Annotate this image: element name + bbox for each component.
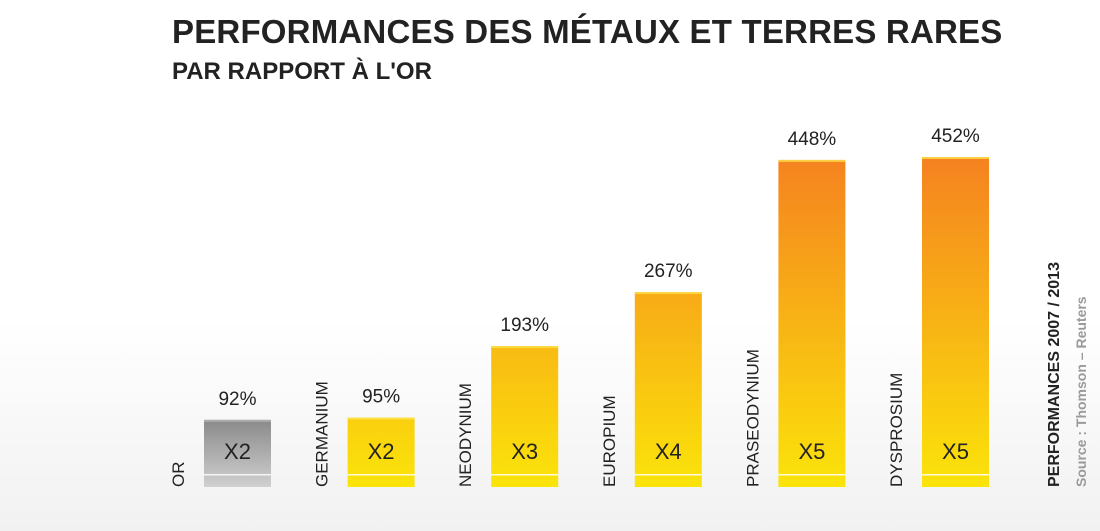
value-label: 193%: [500, 315, 549, 336]
category-label: DYSPROSIUM: [887, 373, 906, 487]
bar-top-highlight: [204, 419, 271, 422]
category-label: PRASEODYNIUM: [743, 349, 762, 487]
side-title: PERFORMANCES 2007 / 2013: [1046, 262, 1063, 487]
multiplier-label: X2: [224, 439, 251, 464]
multiplier-label: X4: [655, 439, 682, 464]
source-note: Source : Thomson – Reuters: [1073, 296, 1089, 487]
value-label: 448%: [788, 129, 837, 150]
bar-base-separator: [204, 474, 271, 476]
value-label: 452%: [931, 126, 980, 147]
chart-title: PERFORMANCES DES MÉTAUX ET TERRES RARES: [172, 13, 1003, 50]
multiplier-label: X5: [942, 439, 969, 464]
bar-base-separator: [347, 474, 415, 476]
value-label: 267%: [644, 261, 693, 282]
value-label: 95%: [362, 387, 400, 408]
bar-top-highlight: [634, 292, 702, 295]
category-label: EUROPIUM: [600, 395, 619, 487]
category-label: OR: [169, 462, 188, 488]
bar-base-separator: [922, 474, 989, 476]
bar-base-separator: [634, 474, 702, 476]
value-label: 92%: [218, 389, 256, 410]
bar-top-highlight: [491, 346, 559, 349]
bar-neodynium: [491, 346, 559, 487]
bar-praseodynium: [778, 159, 846, 487]
category-label: GERMANIUM: [313, 381, 332, 487]
chart-subtitle: PAR RAPPORT À L'OR: [172, 58, 432, 85]
bar-base-separator: [491, 474, 559, 476]
bar-base-separator: [778, 474, 846, 476]
bar-top-highlight: [922, 157, 989, 159]
category-label: NEODYNIUM: [456, 383, 475, 487]
bar-europium: [634, 292, 702, 487]
multiplier-label: X2: [368, 439, 395, 464]
bar-top-highlight: [347, 417, 415, 420]
multiplier-label: X5: [798, 439, 825, 464]
bar-top-highlight: [778, 159, 846, 162]
bar-or: [204, 419, 271, 487]
bar-dysprosium: [922, 157, 989, 487]
multiplier-label: X3: [511, 439, 538, 464]
